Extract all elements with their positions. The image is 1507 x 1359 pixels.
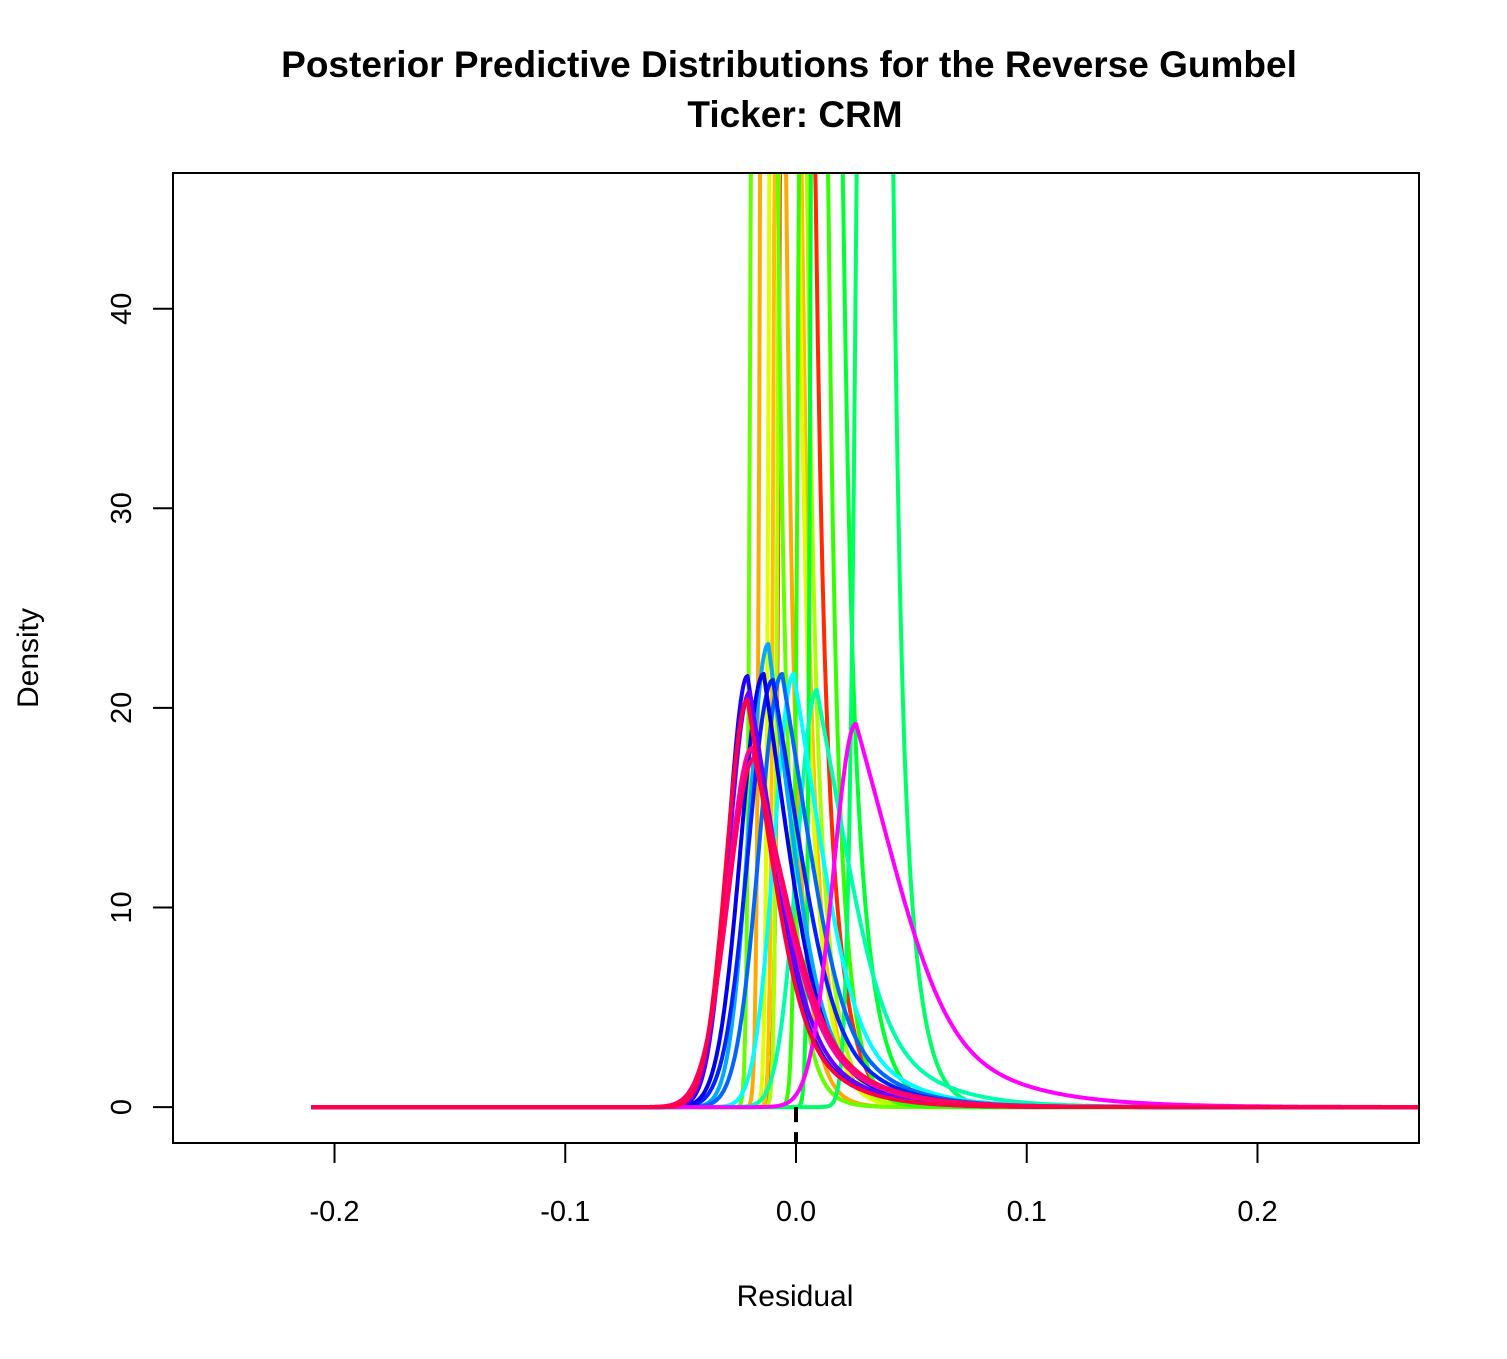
y-axis: 0 10 20 30 40: [106, 293, 174, 1115]
chart-subtitle: Ticker: CRM: [687, 94, 902, 135]
y-axis-label: Density: [12, 608, 45, 708]
y-tick-label: 30: [106, 492, 138, 524]
density-curve-4: [310, 173, 1419, 1110]
y-tick-label: 10: [106, 891, 138, 923]
x-tick-label: -0.1: [540, 1196, 590, 1228]
y-tick-label: 40: [106, 293, 138, 325]
density-curve-7: [310, 173, 1419, 1110]
y-tick-label: 20: [106, 692, 138, 724]
x-tick-label: 0.2: [1237, 1196, 1277, 1228]
series-group: [310, 173, 1419, 1110]
x-axis: -0.2 -0.1 0.0 0.1 0.2: [310, 1142, 1278, 1228]
density-curve-6: [310, 173, 1419, 1110]
x-axis-label: Residual: [737, 1280, 854, 1313]
x-tick-label: -0.2: [310, 1196, 360, 1228]
density-curve-8: [310, 173, 1419, 1110]
density-curve-3: [310, 173, 1419, 1110]
density-curve-9: [310, 173, 1419, 1110]
x-tick-label: 0.0: [776, 1196, 816, 1228]
density-curve-21: [310, 697, 1419, 1110]
density-curve-1: [310, 173, 1419, 1110]
density-curve-2: [310, 173, 1419, 1110]
y-tick-label: 0: [106, 1099, 138, 1115]
x-tick-label: 0.1: [1007, 1196, 1047, 1228]
chart-title: Posterior Predictive Distributions for t…: [281, 44, 1297, 85]
density-curve-5: [310, 173, 1419, 1110]
